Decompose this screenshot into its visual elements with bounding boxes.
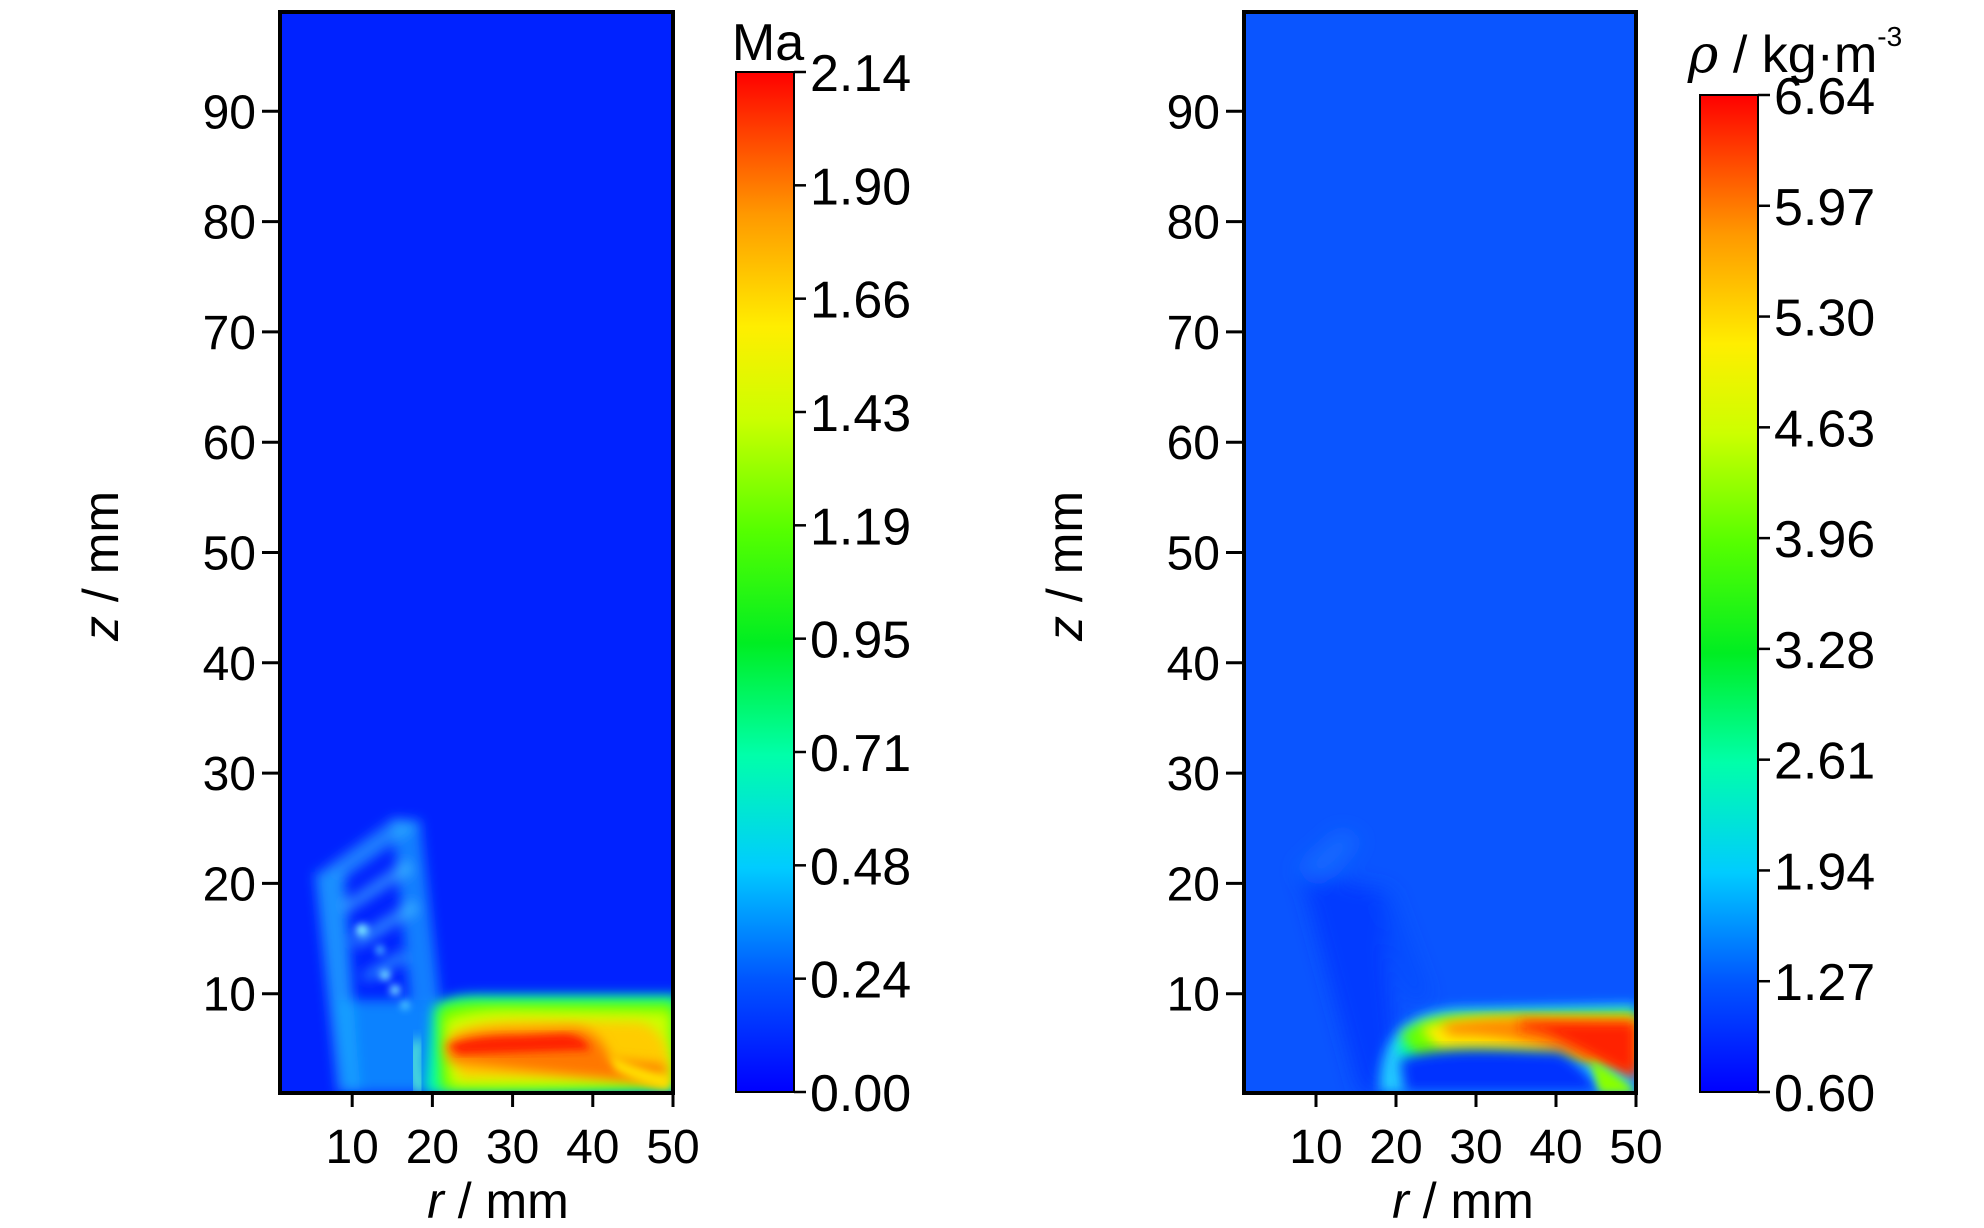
density-colorbar-tick-label: 4.63 [1774, 400, 1875, 458]
density-xlabel: r / mm [1392, 1173, 1534, 1228]
density-colorbar-frame [1699, 94, 1759, 1093]
density-colorbar-tick-label: 1.27 [1774, 954, 1875, 1012]
density-colorbar-tick-label: 3.28 [1774, 622, 1875, 680]
density-field [1244, 12, 1636, 1093]
panel-density: 10 20 30 40 50 10 20 30 40 50 60 70 80 90 r / mm z / … [1037, 10, 1902, 1228]
density-x-tick-label: 20 [1369, 1121, 1422, 1174]
mach-colorbar-tick-label: 1.19 [810, 498, 911, 556]
density-x-tick-label: 10 [1289, 1121, 1342, 1174]
density-y-tick-label: 10 [1167, 969, 1220, 1022]
mach-colorbar-tick-label: 1.90 [810, 158, 911, 216]
mach-colorbar-frame [735, 71, 795, 1093]
mach-y-tick-label: 20 [203, 858, 256, 911]
mach-colorbar-ticks: 0.00 0.24 0.48 0.71 0.95 1.19 1.43 1.66 1.90 2.14 [794, 45, 911, 1123]
density-y-tick-label: 80 [1167, 197, 1220, 250]
mach-y-tick-label: 80 [203, 197, 256, 250]
density-colorbar-tick-label: 5.97 [1774, 179, 1875, 237]
density-colorbar-tick-label: 1.94 [1774, 843, 1875, 901]
mach-x-tick-label: 10 [325, 1121, 378, 1174]
density-colorbar-ticks: 0.60 1.27 1.94 2.61 3.28 3.96 4.63 5.30 5.97 6.64 [1758, 68, 1875, 1123]
density-y-tick-label: 20 [1167, 858, 1220, 911]
mach-colorbar-tick-label: 1.66 [810, 272, 911, 330]
density-x-tick-label: 30 [1449, 1121, 1502, 1174]
density-colorbar-tick-label: 5.30 [1774, 290, 1875, 348]
density-colorbar-tick-label: 0.60 [1774, 1065, 1875, 1123]
mach-xlabel: r / mm [427, 1173, 569, 1228]
mach-jet [409, 995, 673, 1093]
mach-y-tick-label: 50 [203, 528, 256, 581]
mach-colorbar-tick-label: 1.43 [810, 385, 911, 443]
mach-shock-dots [356, 924, 409, 1009]
mach-y-tick-label: 10 [203, 969, 256, 1022]
mach-x-tick-label: 40 [566, 1121, 619, 1174]
mach-y-tick-label: 60 [203, 417, 256, 470]
mach-colorbar-tick-label: 2.14 [810, 45, 911, 103]
density-y-tick-label: 50 [1167, 528, 1220, 581]
mach-ylabel: z / mm [73, 491, 129, 642]
mach-x-tick-label: 50 [646, 1121, 699, 1174]
mach-shock-cells [315, 818, 450, 1093]
mach-field [280, 12, 673, 1093]
density-y-tick-label: 90 [1167, 86, 1220, 139]
mach-x-tick-label: 20 [406, 1121, 459, 1174]
mach-axes: 10 20 30 40 50 10 20 30 40 50 60 70 80 90 [203, 86, 700, 1174]
mach-y-tick-label: 40 [203, 638, 256, 691]
mach-colorbar-tick-label: 0.71 [810, 725, 911, 783]
mach-colorbar-tick-label: 0.95 [810, 612, 911, 670]
density-axes: 10 20 30 40 50 10 20 30 40 50 60 70 80 90 [1167, 86, 1663, 1174]
density-colorbar-tick-label: 6.64 [1774, 68, 1875, 126]
density-colorbar [1700, 95, 1758, 1092]
mach-colorbar-title: Ma [732, 14, 804, 72]
mach-x-tick-label: 30 [486, 1121, 539, 1174]
density-colorbar-tick-label: 2.61 [1774, 733, 1875, 791]
density-expansion-fan [1295, 830, 1430, 1093]
density-x-tick-label: 40 [1529, 1121, 1582, 1174]
density-y-tick-label: 40 [1167, 638, 1220, 691]
mach-y-tick-label: 30 [203, 748, 256, 801]
density-y-tick-label: 30 [1167, 748, 1220, 801]
panel-mach: 10 20 30 40 50 10 20 30 40 50 60 70 80 90 r / mm z / … [73, 10, 911, 1228]
mach-colorbar-tick-label: 0.48 [810, 838, 911, 896]
density-ylabel: z / mm [1037, 491, 1093, 642]
mach-colorbar-tick-label: 0.24 [810, 952, 911, 1010]
density-y-tick-label: 60 [1167, 417, 1220, 470]
mach-y-tick-label: 70 [203, 307, 256, 360]
density-colorbar-tick-label: 3.96 [1774, 511, 1875, 569]
density-colorbar-title: ρ / kg·m-3 [1687, 21, 1902, 85]
density-jet [1379, 1004, 1636, 1093]
density-x-tick-label: 50 [1609, 1121, 1662, 1174]
density-y-tick-label: 70 [1167, 307, 1220, 360]
density-background [1244, 12, 1636, 1093]
mach-colorbar-tick-label: 0.00 [810, 1065, 911, 1123]
mach-colorbar [736, 72, 794, 1092]
mach-y-tick-label: 90 [203, 86, 256, 139]
